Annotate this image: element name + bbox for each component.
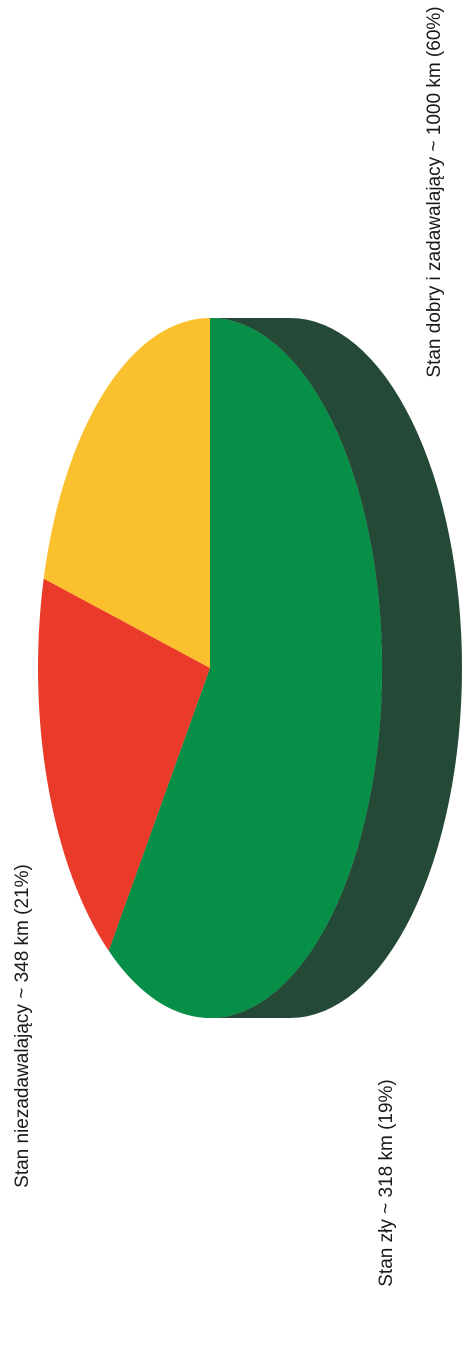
pie-slice-good-side xyxy=(210,318,462,1018)
pie-side-group xyxy=(210,318,462,1018)
pie-slice-bad xyxy=(38,578,210,951)
slice-label-bad: Stan zły ~ 318 km (19%) xyxy=(376,1079,397,1287)
pie-slice-unsatisfactory xyxy=(43,318,211,668)
slice-label-good: Stan dobry i zadawalający ~ 1000 km (60%… xyxy=(424,6,445,377)
pie-label-group: Stan dobry i zadawalający ~ 1000 km (60%… xyxy=(12,6,445,1286)
pie-slice-good xyxy=(108,318,383,1019)
pie-top-group xyxy=(38,318,383,1019)
slice-label-unsatisfactory: Stan niezadawalający ~ 348 km (21%) xyxy=(12,864,33,1188)
